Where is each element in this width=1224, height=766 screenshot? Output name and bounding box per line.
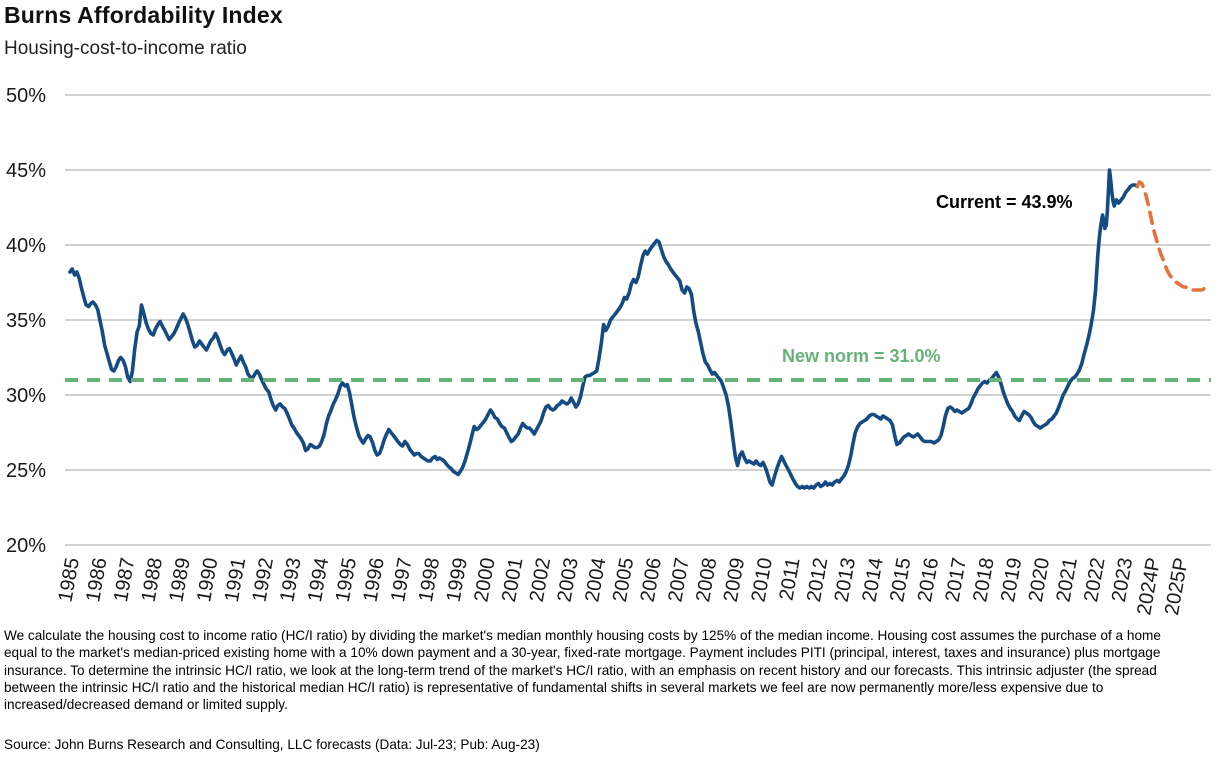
x-axis-tick-label: 1985 (55, 556, 84, 604)
y-axis-tick-label: 30% (6, 385, 46, 407)
x-axis-tick-label: 1999 (443, 556, 472, 604)
x-axis-tick-label: 2021 (1052, 556, 1081, 604)
y-axis-tick-label: 25% (6, 460, 46, 482)
page-title: Burns Affordability Index (4, 2, 283, 28)
x-axis-tick-label: 2020 (1025, 556, 1054, 604)
x-axis-tick-label: 1989 (165, 556, 194, 604)
x-axis-tick-label: 2000 (470, 556, 499, 604)
historical-line (68, 168, 1139, 490)
x-axis-tick-label: 1990 (193, 556, 222, 604)
x-axis-tick-label: 2005 (609, 556, 638, 604)
x-axis-tick-label: 2024P (1133, 556, 1165, 617)
y-axis-tick-label: 50% (6, 85, 46, 107)
chart-subtitle: Housing-cost-to-income ratio (4, 38, 247, 59)
x-axis-tick-label: 2001 (498, 556, 527, 604)
affordability-chart: 50% 45% 40% 35% 30% 25% 20% 1985198619871988198… (6, 85, 1211, 617)
x-axis-tick-label: 2002 (526, 556, 555, 604)
forecast-line (1135, 180, 1207, 292)
source-line: Source: John Burns Research and Consulti… (4, 737, 540, 752)
x-axis-tick-label: 1987 (110, 556, 139, 604)
x-axis-tick-label: 2011 (776, 556, 805, 602)
x-axis-tick-label: 1992 (249, 556, 278, 604)
x-axis-tick-label: 1994 (304, 556, 333, 604)
x-axis-tick-label: 2017 (942, 556, 971, 604)
x-axis-tick-label: 2007 (664, 556, 693, 604)
methodology-footnote: We calculate the housing cost to income … (4, 628, 1161, 713)
x-axis-tick-label: 2010 (748, 556, 777, 604)
x-axis-tick-label: 2025P (1161, 556, 1193, 617)
x-axis-tick-label: 2006 (637, 556, 666, 604)
x-axis-tick-label: 1993 (276, 556, 305, 604)
x-axis-tick-label: 2022 (1080, 556, 1109, 604)
y-axis-tick-label: 45% (6, 160, 46, 182)
x-axis-tick-label: 1997 (387, 556, 416, 604)
x-axis-tick-label: 2015 (886, 556, 915, 604)
x-axis-tick-label: 2004 (581, 556, 610, 604)
y-axis-tick-label: 20% (6, 535, 46, 557)
x-axis-tick-label: 1986 (82, 556, 111, 604)
x-axis-tick-label: 1998 (415, 556, 444, 604)
x-axis-tick-label: 1991 (221, 556, 250, 604)
x-axis-tick-label: 1996 (359, 556, 388, 604)
x-axis-tick-label: 2012 (803, 556, 832, 604)
x-axis-tick-label: 2019 (997, 556, 1026, 604)
x-axis-tick-label: 2009 (720, 556, 749, 604)
x-axis-tick-label: 2018 (969, 556, 998, 604)
x-axis-tick-label: 2013 (831, 556, 860, 604)
x-axis-tick-label: 2008 (692, 556, 721, 604)
x-axis-tick-label: 1988 (138, 556, 167, 604)
x-axis-tick-label: 2014 (858, 556, 887, 604)
y-axis-tick-label: 35% (6, 310, 46, 332)
x-axis-tick-label: 2016 (914, 556, 943, 604)
new-norm-label: New norm = 31.0% (782, 346, 941, 366)
current-value-label: Current = 43.9% (936, 192, 1073, 212)
x-axis-tick-label: 2023 (1108, 556, 1137, 604)
x-axis-tick-label: 1995 (332, 556, 361, 604)
y-axis-tick-label: 40% (6, 235, 46, 257)
x-axis-tick-label: 2003 (553, 556, 582, 604)
